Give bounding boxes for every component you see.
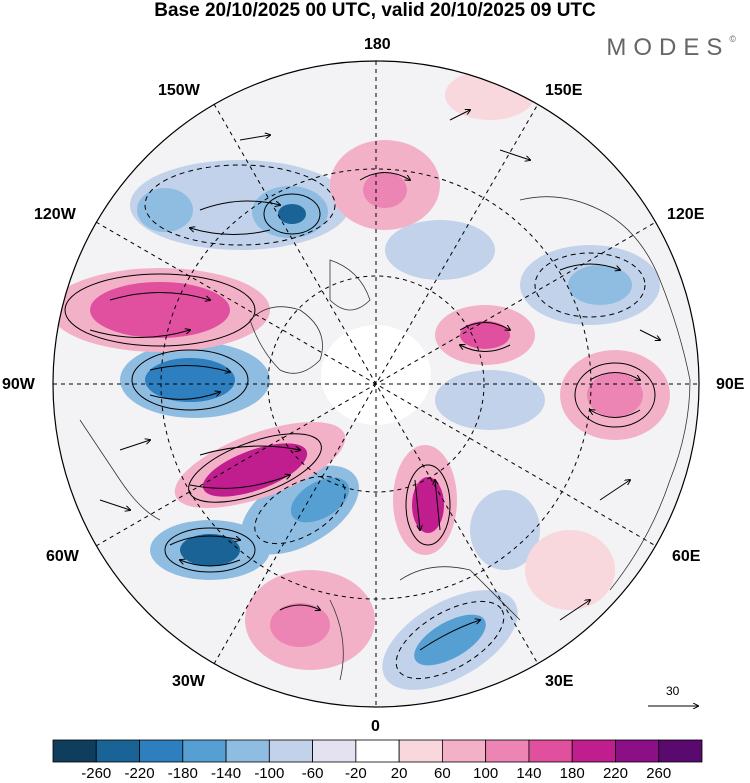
map-boundary [52, 60, 700, 708]
colorbar-tick-label: -20 [345, 765, 367, 782]
wind-vectors [89, 110, 660, 651]
colorbar-tick-label: 260 [646, 765, 672, 782]
lon-label-180: 180 [364, 36, 391, 53]
lon-label-90w: 90W [2, 376, 35, 393]
lon-label-30e: 30E [545, 673, 574, 690]
lon-label-90e: 90E [716, 376, 745, 393]
lon-label-0: 0 [371, 718, 380, 735]
colorbar-swatch [398, 739, 443, 763]
graticule [53, 61, 699, 707]
colorbar-tick-label: 100 [473, 765, 499, 782]
colorbar-swatch [571, 739, 616, 763]
brand-text: MODES [606, 34, 730, 61]
lon-label-150w: 150W [158, 82, 200, 99]
lon-label-120w: 120W [34, 206, 76, 223]
negative-anomaly-layer [120, 160, 660, 690]
lon-label-30w: 30W [172, 673, 205, 690]
colorbar-tick-label: 180 [559, 765, 585, 782]
colorbar-swatch [658, 739, 703, 763]
colorbar-tick-label: -100 [254, 765, 285, 782]
colorbar-tick-label: 220 [602, 765, 628, 782]
colorbar-tick-label: -140 [211, 765, 242, 782]
colorbar-swatch [268, 739, 314, 763]
colorbar-swatch [95, 739, 140, 763]
colorbar-tick-label: 140 [516, 765, 542, 782]
colorbar-tick-label: -60 [301, 765, 324, 782]
colorbar-swatch [441, 739, 487, 763]
lon-label-60w: 60W [46, 548, 79, 565]
colorbar-swatch [485, 739, 530, 763]
brand-logo: MODES© [606, 34, 736, 62]
lon-label-120e: 120E [667, 206, 705, 223]
colorbar-swatch [182, 739, 227, 763]
colorbar-swatch [615, 739, 660, 763]
colorbar [52, 739, 703, 763]
colorbar-swatch [139, 739, 184, 763]
colorbar-swatch [225, 739, 270, 763]
dashed-contours [144, 164, 646, 680]
colorbar-tick-label: -220 [124, 765, 155, 782]
colorbar-tick-label: 60 [434, 765, 451, 782]
colorbar-swatch [528, 739, 573, 763]
chart-title: Base 20/10/2025 00 UTC, valid 20/10/2025… [154, 0, 596, 21]
lon-label-150e: 150E [545, 82, 583, 99]
lon-label-60e: 60E [672, 548, 701, 565]
positive-anomaly-layer [53, 70, 670, 670]
colorbar-swatch [312, 739, 357, 763]
colorbar-tick-label: 20 [390, 765, 408, 782]
colorbar-swatch [52, 739, 97, 763]
coastlines [79, 196, 691, 681]
colorbar-swatch [355, 739, 400, 763]
copyright-mark: © [729, 34, 736, 44]
colorbar-tick-label: -260 [81, 765, 112, 782]
reference-vector-label: 30 [666, 684, 680, 698]
colorbar-tick-label: -180 [167, 765, 198, 782]
